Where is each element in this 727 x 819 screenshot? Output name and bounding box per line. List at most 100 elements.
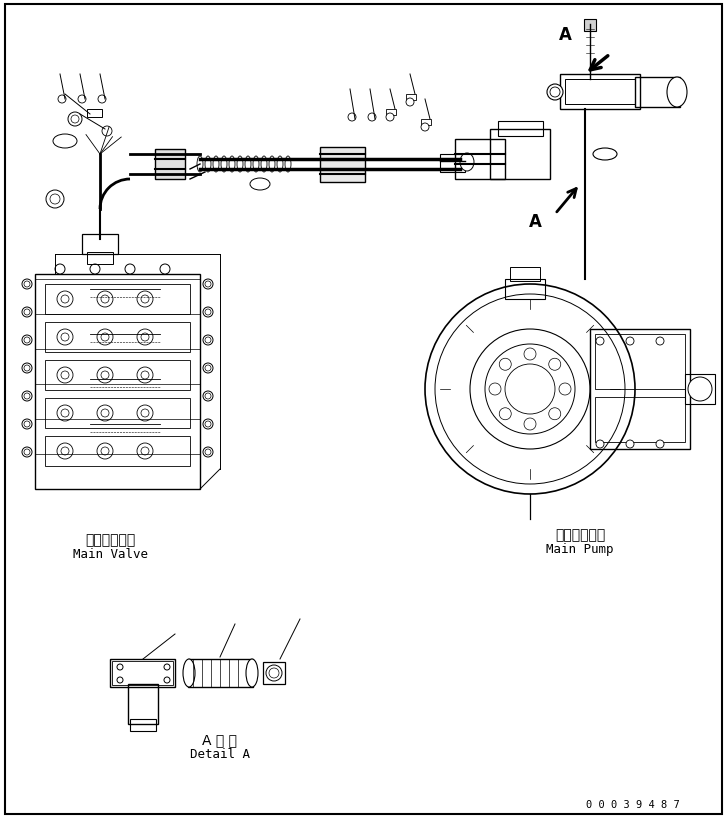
Bar bbox=[45, 437, 190, 467]
Ellipse shape bbox=[277, 156, 283, 173]
Circle shape bbox=[101, 296, 109, 304]
Ellipse shape bbox=[250, 179, 270, 191]
Ellipse shape bbox=[229, 156, 235, 173]
Circle shape bbox=[78, 96, 86, 104]
Circle shape bbox=[22, 419, 32, 429]
Ellipse shape bbox=[261, 156, 267, 173]
Bar bbox=[490, 130, 550, 180]
Circle shape bbox=[141, 410, 149, 418]
Text: メインポンプ: メインポンプ bbox=[555, 527, 605, 541]
Circle shape bbox=[137, 329, 153, 346]
Ellipse shape bbox=[237, 156, 243, 173]
Circle shape bbox=[55, 265, 65, 274]
Circle shape bbox=[141, 372, 149, 379]
Circle shape bbox=[24, 393, 30, 400]
Circle shape bbox=[22, 391, 32, 401]
Circle shape bbox=[71, 115, 79, 124]
Circle shape bbox=[24, 282, 30, 287]
Bar bbox=[440, 155, 465, 173]
Circle shape bbox=[57, 443, 73, 459]
Text: A 詳 細: A 詳 細 bbox=[203, 732, 238, 746]
Circle shape bbox=[549, 359, 561, 371]
Circle shape bbox=[117, 677, 123, 683]
Circle shape bbox=[24, 310, 30, 315]
Circle shape bbox=[97, 443, 113, 459]
Circle shape bbox=[688, 378, 712, 401]
Circle shape bbox=[164, 664, 170, 670]
Bar bbox=[130, 719, 156, 731]
Circle shape bbox=[141, 333, 149, 342]
Bar bbox=[45, 323, 190, 352]
Circle shape bbox=[203, 447, 213, 458]
Circle shape bbox=[499, 359, 511, 371]
Ellipse shape bbox=[246, 659, 258, 687]
Ellipse shape bbox=[53, 135, 77, 149]
Circle shape bbox=[90, 265, 100, 274]
Circle shape bbox=[656, 337, 664, 346]
Circle shape bbox=[524, 419, 536, 431]
Circle shape bbox=[596, 337, 604, 346]
Circle shape bbox=[203, 308, 213, 318]
Circle shape bbox=[22, 336, 32, 346]
Circle shape bbox=[98, 96, 106, 104]
Bar bbox=[45, 360, 190, 391]
Bar bbox=[406, 95, 416, 101]
Circle shape bbox=[205, 393, 211, 400]
Circle shape bbox=[22, 364, 32, 373]
Bar bbox=[498, 122, 543, 137]
Ellipse shape bbox=[460, 154, 474, 172]
Text: Detail A: Detail A bbox=[190, 748, 250, 761]
Circle shape bbox=[485, 345, 575, 434]
Bar bbox=[560, 75, 640, 110]
Text: メインバルブ: メインバルブ bbox=[85, 532, 135, 546]
Circle shape bbox=[22, 447, 32, 458]
Bar bbox=[685, 374, 715, 405]
Circle shape bbox=[57, 405, 73, 422]
Circle shape bbox=[547, 85, 563, 101]
Bar bbox=[45, 399, 190, 428]
Bar bbox=[82, 235, 118, 255]
Bar bbox=[155, 150, 185, 180]
Circle shape bbox=[205, 422, 211, 428]
Bar bbox=[45, 285, 190, 314]
Bar bbox=[386, 110, 396, 115]
Ellipse shape bbox=[213, 156, 219, 173]
Circle shape bbox=[61, 372, 69, 379]
Circle shape bbox=[203, 279, 213, 290]
Ellipse shape bbox=[205, 156, 211, 173]
Circle shape bbox=[406, 99, 414, 106]
Circle shape bbox=[68, 113, 82, 127]
Circle shape bbox=[61, 296, 69, 304]
Ellipse shape bbox=[183, 659, 195, 687]
Circle shape bbox=[57, 329, 73, 346]
Ellipse shape bbox=[667, 78, 687, 108]
Bar bbox=[112, 661, 173, 686]
Circle shape bbox=[141, 296, 149, 304]
Bar bbox=[128, 684, 158, 724]
Circle shape bbox=[24, 365, 30, 372]
Bar bbox=[110, 659, 175, 687]
Circle shape bbox=[203, 391, 213, 401]
Ellipse shape bbox=[197, 156, 203, 173]
Bar bbox=[320, 147, 365, 183]
Bar bbox=[595, 335, 685, 390]
Bar bbox=[505, 279, 545, 300]
Circle shape bbox=[117, 664, 123, 670]
Bar bbox=[87, 253, 113, 265]
Bar bbox=[35, 274, 200, 490]
Bar bbox=[565, 80, 635, 105]
Circle shape bbox=[626, 441, 634, 449]
Circle shape bbox=[102, 127, 112, 137]
Circle shape bbox=[368, 114, 376, 122]
Circle shape bbox=[97, 368, 113, 383]
Circle shape bbox=[348, 114, 356, 122]
Circle shape bbox=[205, 282, 211, 287]
Circle shape bbox=[205, 365, 211, 372]
Circle shape bbox=[97, 405, 113, 422]
Circle shape bbox=[137, 368, 153, 383]
Bar bbox=[188, 659, 253, 687]
Circle shape bbox=[61, 410, 69, 418]
Circle shape bbox=[61, 447, 69, 455]
Text: A: A bbox=[529, 213, 542, 231]
Circle shape bbox=[425, 285, 635, 495]
